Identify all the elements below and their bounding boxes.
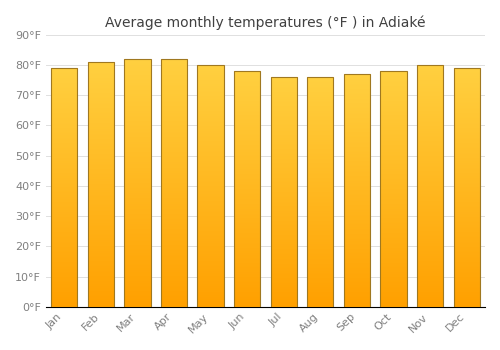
Bar — [417, 65, 444, 307]
Bar — [380, 71, 406, 307]
Bar — [51, 68, 78, 307]
Bar — [198, 65, 224, 307]
Bar — [270, 77, 297, 307]
Bar — [234, 71, 260, 307]
Bar — [307, 77, 334, 307]
Title: Average monthly temperatures (°F ) in Adiaké: Average monthly temperatures (°F ) in Ad… — [105, 15, 426, 29]
Bar — [88, 62, 114, 307]
Bar — [454, 68, 480, 307]
Bar — [124, 59, 150, 307]
Bar — [344, 74, 370, 307]
Bar — [161, 59, 187, 307]
